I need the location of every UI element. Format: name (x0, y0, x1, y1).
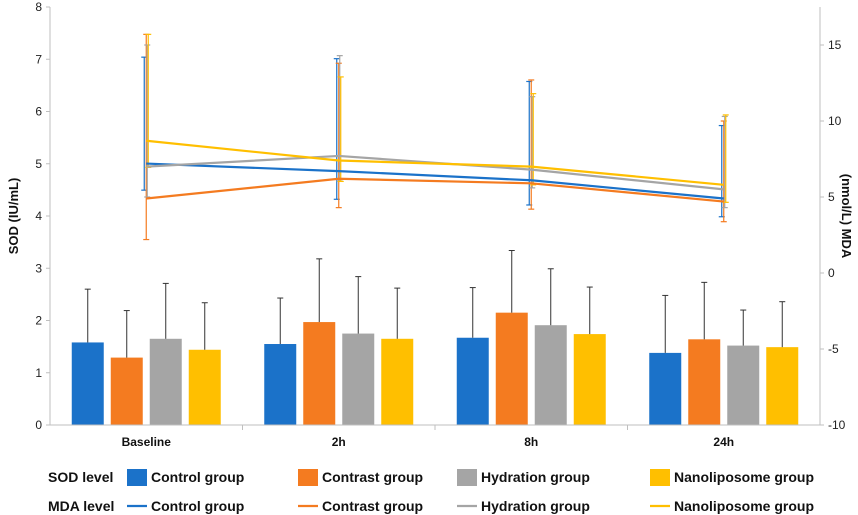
legend-sod-swatch (650, 469, 670, 486)
left-tick-label: 8 (35, 0, 42, 14)
left-axis-title: SOD (IU/mL) (6, 178, 21, 255)
sod-bar (766, 347, 799, 425)
legend-mda-item: Control group (151, 498, 244, 514)
legend: SOD level MDA level Control group Control… (48, 469, 814, 514)
right-axis-title: (nmol/L) MDA (839, 174, 854, 259)
left-tick-label: 3 (35, 261, 42, 275)
mda-line (146, 154, 724, 191)
sod-bar (188, 349, 221, 425)
mda-line (146, 139, 724, 186)
right-tick-label: 10 (828, 114, 842, 128)
sod-bar (149, 338, 182, 425)
legend-sod-item: Nanoliposome group (674, 469, 814, 485)
legend-mda-item: Hydration group (481, 498, 590, 514)
x-tick-label: Baseline (122, 435, 172, 449)
left-tick-label: 7 (35, 52, 42, 66)
sod-bar (573, 334, 606, 425)
sod-bar (110, 357, 143, 425)
legend-sod-swatch (457, 469, 477, 486)
right-tick-label: 5 (828, 190, 835, 204)
legend-mda-label: MDA level (48, 498, 114, 514)
x-tick-label: 24h (713, 435, 734, 449)
legend-sod-swatch (127, 469, 147, 486)
sod-bars (71, 249, 799, 425)
mda-lines (141, 33, 729, 241)
mda-line (146, 162, 724, 200)
legend-sod-item: Contrast group (322, 469, 423, 485)
legend-sod-swatch (298, 469, 318, 486)
legend-mda-item: Nanoliposome group (674, 498, 814, 514)
sod-bar (342, 333, 375, 425)
sod-bar (456, 337, 489, 425)
left-tick-label: 5 (35, 157, 42, 171)
legend-sod-label: SOD level (48, 469, 113, 485)
left-tick-label: 2 (35, 314, 42, 328)
axes: 0 1 2 3 4 5 6 7 8 -10 -5 0 5 10 15 Baseline 2h 8h 24h (35, 0, 845, 449)
right-tick-label: -5 (828, 342, 839, 356)
sod-bar (495, 312, 528, 425)
right-tick-label: -10 (828, 418, 846, 432)
sod-bar (381, 338, 414, 425)
sod-bar (264, 344, 297, 425)
legend-mda-item: Contrast group (322, 498, 423, 514)
mda-line (146, 177, 724, 203)
legend-sod-item: Hydration group (481, 469, 590, 485)
right-tick-label: 0 (828, 266, 835, 280)
legend-sod-item: Control group (151, 469, 244, 485)
sod-bar (688, 339, 721, 425)
sod-bar (534, 325, 567, 425)
left-tick-label: 0 (35, 418, 42, 432)
right-tick-label: 15 (828, 38, 842, 52)
x-tick-label: 2h (332, 435, 346, 449)
left-tick-label: 6 (35, 105, 42, 119)
sod-bar (71, 342, 104, 425)
sod-bar (727, 345, 760, 425)
x-tick-label: 8h (524, 435, 538, 449)
left-tick-label: 4 (35, 209, 42, 223)
left-tick-label: 1 (35, 366, 42, 380)
sod-bar (649, 352, 682, 425)
sod-bar (303, 322, 336, 425)
